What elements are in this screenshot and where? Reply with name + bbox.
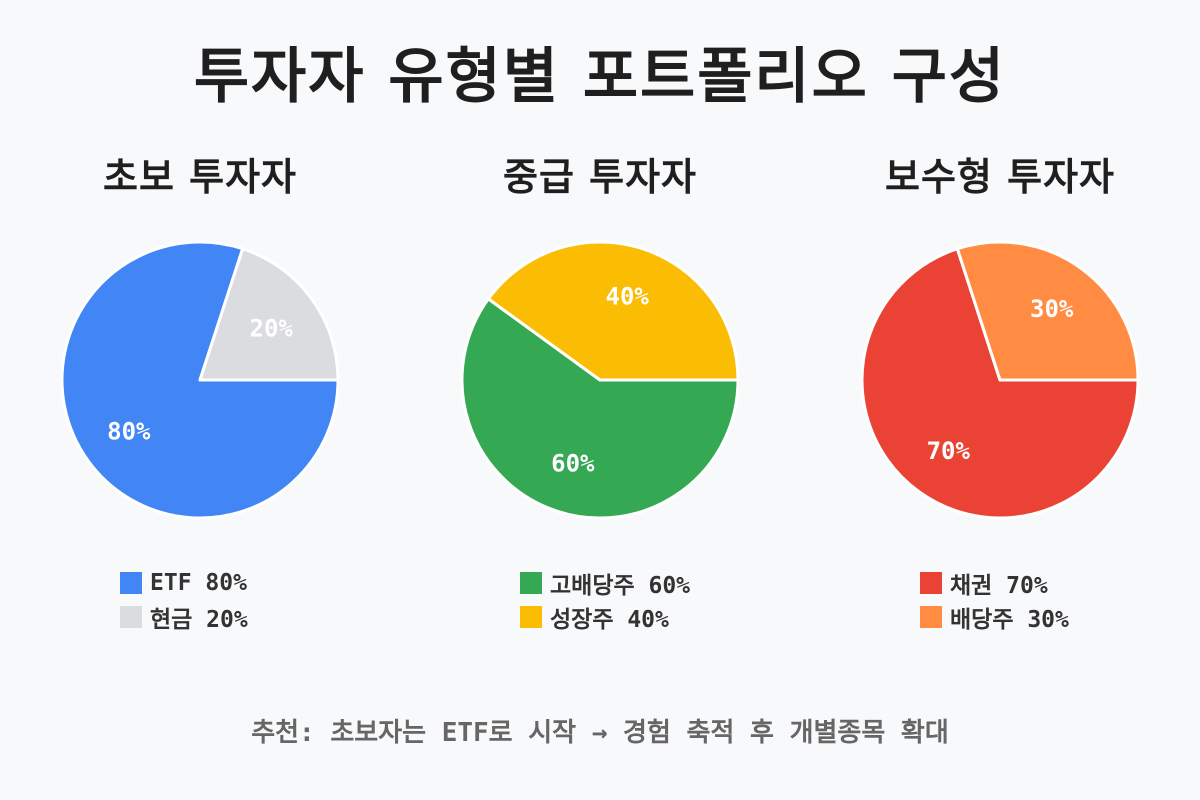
legend-swatch-growth-stock (520, 606, 542, 628)
legend-item: 채권 70% (920, 566, 1069, 600)
legend-swatch-cash (120, 606, 142, 628)
legend-conservative: 채권 70% 배당주 30% (920, 566, 1069, 634)
page-title: 투자자 유형별 포트폴리오 구성 (193, 42, 1007, 112)
pie-data-label-1-1: 40% (606, 282, 650, 310)
legend-swatch-dividend (920, 606, 942, 628)
legend-label: 성장주 40% (550, 607, 669, 633)
pie-slice-1-1 (486, 240, 740, 382)
recommendation-note: 추천: 초보자는 ETF로 시작 → 경험 축적 후 개별종목 확대 (251, 718, 949, 748)
legend-label: 채권 70% (950, 573, 1048, 599)
chart-title-conservative: 보수형 투자자 (885, 155, 1115, 199)
legend-intermediate: 고배당주 60% 성장주 40% (520, 566, 690, 634)
legend-swatch-etf (120, 572, 142, 594)
legend-item: 현금 20% (120, 600, 248, 634)
legend-label: 배당주 30% (950, 607, 1069, 633)
pie-chart-conservative: 70% 30% (860, 240, 1140, 520)
pie-chart-beginner: 80% 20% (60, 240, 340, 520)
chart-title-beginner: 초보 투자자 (102, 155, 298, 199)
pie-slice-2-0 (860, 247, 1140, 520)
pie-data-label-0-0: 80% (107, 418, 151, 446)
pie-chart-intermediate: 60% 40% (460, 240, 740, 520)
legend-label: 고배당주 60% (550, 573, 691, 599)
chart-title-intermediate: 중급 투자자 (502, 155, 698, 199)
legend-beginner: ETF 80% 현금 20% (120, 566, 248, 634)
pie-slice-0-1 (198, 247, 340, 382)
legend-label: ETF 80% (150, 570, 247, 596)
legend-item: ETF 80% (120, 566, 248, 600)
legend-swatch-bond (920, 572, 942, 594)
pie-data-label-0-1: 20% (250, 314, 294, 342)
legend-item: 성장주 40% (520, 600, 690, 634)
legend-item: 고배당주 60% (520, 566, 690, 600)
pie-data-label-1-0: 60% (551, 450, 595, 478)
pie-slice-2-1 (955, 240, 1140, 382)
pie-data-label-2-0: 70% (927, 437, 971, 465)
pie-slice-1-0 (460, 297, 740, 520)
pie-data-label-2-1: 30% (1030, 295, 1074, 323)
legend-label: 현금 20% (150, 607, 248, 633)
legend-item: 배당주 30% (920, 600, 1069, 634)
legend-swatch-dividend-stock (520, 572, 542, 594)
